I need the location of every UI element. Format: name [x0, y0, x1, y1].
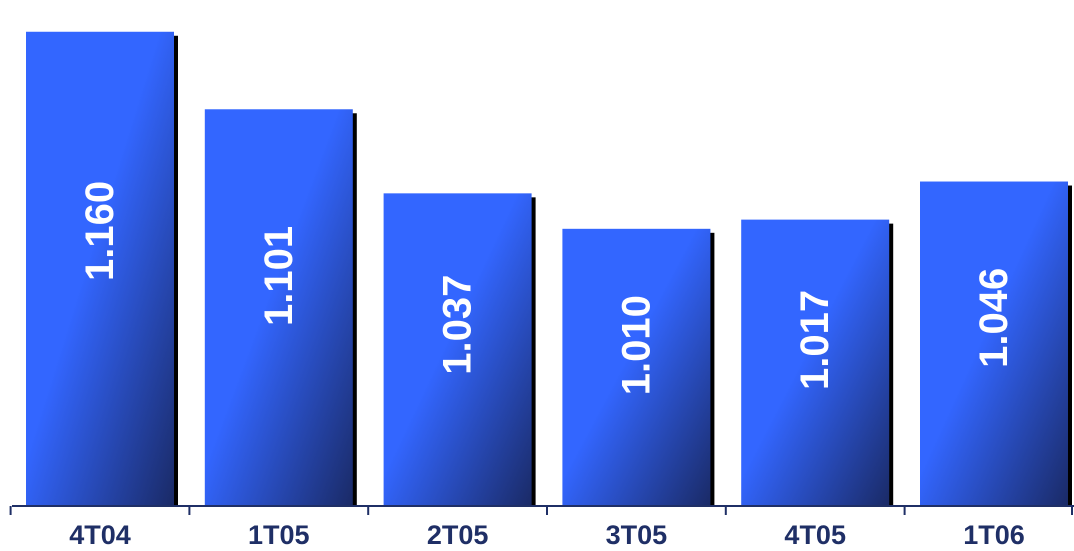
bar-value-label: 1.010: [614, 295, 658, 395]
bar-value-label: 1.160: [78, 181, 122, 281]
value-labels-group: 1.160 1.101 1.037 1.010 1.017 1.046: [78, 181, 1016, 395]
bar-value-label: 1.037: [436, 275, 480, 375]
bar-value-label: 1.046: [972, 268, 1016, 368]
category-label: 1T06: [963, 520, 1025, 550]
category-label: 4T04: [69, 520, 131, 550]
bar-2t05: [383, 193, 532, 507]
bar-1t05: [204, 109, 353, 506]
category-label: 4T05: [784, 520, 846, 550]
bar-4t04: [26, 31, 174, 507]
bars-group: [26, 31, 1068, 507]
category-labels-group: 4T04 1T05 2T05 3T05 4T05 1T06: [69, 520, 1025, 550]
bar-4t05: [741, 219, 890, 506]
x-axis-ticks: [9, 506, 1073, 515]
bar-1t06: [920, 181, 1068, 507]
bar-value-label: 1.101: [257, 226, 301, 326]
bar-3t05: [562, 228, 711, 507]
bar-value-label: 1.017: [793, 290, 837, 390]
category-label: 3T05: [606, 520, 668, 550]
bar-shadows: [30, 35, 1072, 507]
category-label: 1T05: [248, 520, 310, 550]
category-label: 2T05: [427, 520, 489, 550]
